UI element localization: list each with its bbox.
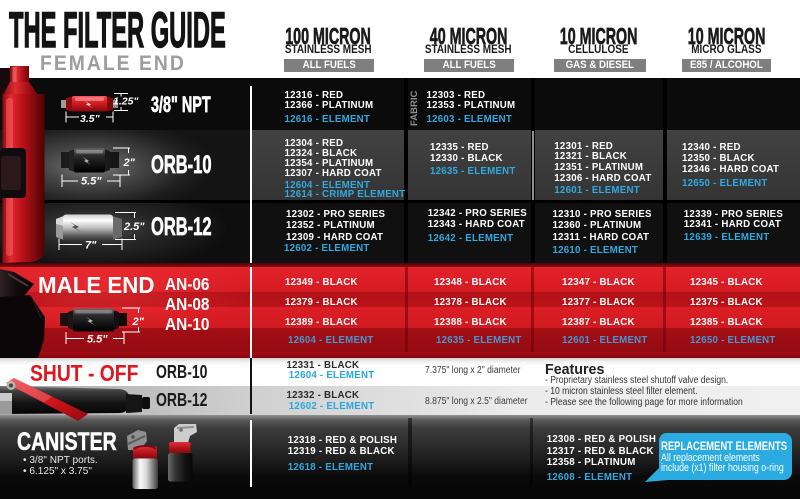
svg-text:2.5": 2.5" — [123, 221, 145, 233]
svg-text:5.5": 5.5" — [87, 334, 108, 346]
svg-text:2": 2" — [123, 157, 136, 169]
svg-text:1.25": 1.25" — [113, 96, 139, 108]
svg-text:2": 2" — [132, 316, 145, 328]
svg-text:3.5": 3.5" — [80, 113, 101, 125]
svg-text:5.5": 5.5" — [81, 176, 102, 188]
svg-text:7": 7" — [85, 240, 97, 252]
